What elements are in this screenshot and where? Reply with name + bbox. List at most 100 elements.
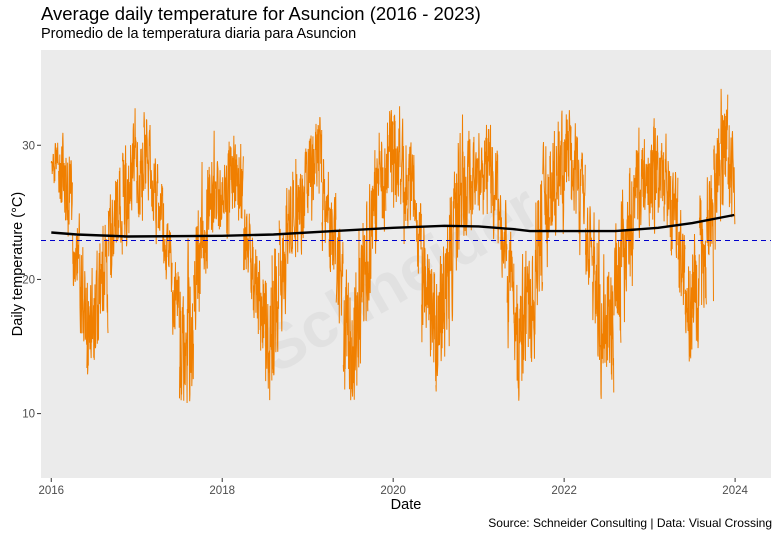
y-axis: 10 20 30 <box>22 140 41 421</box>
month-series-segment <box>164 223 173 293</box>
x-tick-label: 2016 <box>38 485 64 497</box>
x-axis: 2016 2018 2020 2022 2024 <box>38 478 748 497</box>
plot-panel <box>41 50 771 478</box>
month-series-segment <box>86 267 95 375</box>
month-series-segment <box>385 109 394 194</box>
month-series-segment <box>471 136 479 215</box>
month-series-segment <box>107 194 116 278</box>
month-series-segment <box>364 184 373 321</box>
month-series-segment <box>129 108 137 211</box>
month-series-segment <box>592 212 601 360</box>
month-series-segment <box>72 213 81 287</box>
month-series-segment <box>421 227 430 343</box>
month-series-segment <box>513 284 522 401</box>
month-series-segment <box>300 148 308 255</box>
month-series-segment <box>157 183 166 264</box>
month-series-segment <box>577 152 586 256</box>
month-series-segment <box>357 222 365 368</box>
month-series-segment <box>285 171 294 264</box>
month-series-segment <box>79 247 88 345</box>
month-series-segment <box>506 231 515 349</box>
month-series-segment <box>613 223 622 343</box>
month-series-segment <box>606 271 615 393</box>
month-series-segment <box>570 123 579 214</box>
month-series-segment <box>314 116 323 194</box>
month-series-segment <box>150 158 159 245</box>
month-series-segment <box>271 248 280 376</box>
month-series-segment <box>228 135 237 213</box>
month-series-segment <box>428 258 437 382</box>
month-series-segment <box>585 206 593 285</box>
month-series-segment <box>542 141 551 268</box>
month-series-segment <box>93 243 102 360</box>
month-series-segment <box>556 110 565 235</box>
month-series-segment <box>406 142 415 227</box>
month-series-segment <box>264 280 273 401</box>
month-series-segment <box>178 291 187 401</box>
month-series-segment <box>342 269 351 390</box>
month-series-segment <box>492 150 501 244</box>
month-series-segment <box>663 133 672 238</box>
month-series-segment <box>641 139 650 227</box>
month-series-segment <box>627 167 636 286</box>
month-series-segment <box>136 142 145 221</box>
month-series-segment <box>186 238 194 403</box>
month-series-segment <box>349 272 358 401</box>
month-series-segment <box>278 205 287 332</box>
month-series-segment <box>378 132 387 232</box>
month-series-segment <box>535 180 544 306</box>
month-series-segment <box>449 171 458 322</box>
month-series-segment <box>100 224 109 334</box>
month-series-segment <box>720 88 729 206</box>
month-series-segment <box>143 112 152 201</box>
month-series-segment <box>399 118 408 244</box>
month-series-segment <box>485 124 494 214</box>
month-series-segment <box>171 262 180 335</box>
month-series-segment <box>328 193 337 273</box>
x-tick-label: 2022 <box>551 485 577 497</box>
month-series-segment <box>684 266 693 362</box>
month-series-segment <box>634 127 643 239</box>
y-axis-title: Daily temperature (°C) <box>10 192 26 336</box>
month-series-segment <box>235 143 244 221</box>
month-series-segment <box>528 249 536 362</box>
month-series-segment <box>442 214 451 357</box>
y-tick-label: 10 <box>22 409 35 421</box>
x-axis-title: Date <box>391 497 422 513</box>
month-series-segment <box>292 158 301 258</box>
month-series-segment <box>656 135 665 213</box>
chart-subtitle: Promedio de la temperatura diaria para A… <box>41 26 357 42</box>
month-series-segment <box>335 228 344 324</box>
x-tick-label: 2020 <box>380 485 406 497</box>
month-series-segment <box>549 131 558 236</box>
month-series-segment <box>121 145 130 247</box>
month-series-segment <box>706 175 714 302</box>
month-series-segment <box>727 125 736 225</box>
month-series-segment <box>698 195 707 308</box>
month-series-segment <box>243 209 251 273</box>
y-tick-label: 20 <box>22 274 35 286</box>
month-series-segment <box>50 142 59 184</box>
x-tick-label: 2018 <box>209 485 235 497</box>
month-series-segment <box>200 161 209 274</box>
month-series-segment <box>691 234 700 349</box>
y-tick-label: 30 <box>22 140 35 152</box>
month-series-segment <box>221 141 230 239</box>
month-series-segment <box>57 132 66 213</box>
month-series-segment <box>250 237 259 319</box>
month-series-segment <box>392 106 401 208</box>
source-caption: Source: Schneider Consulting | Data: Vis… <box>488 516 772 530</box>
month-series-segment <box>563 110 572 191</box>
trend-line <box>51 213 735 238</box>
month-series-segment <box>677 209 686 306</box>
month-series-segment <box>499 195 508 278</box>
month-series-segment <box>649 118 657 234</box>
month-series-segment <box>414 199 422 274</box>
month-series-segment <box>620 189 629 323</box>
chart-title: Average daily temperature for Asuncion (… <box>41 3 481 24</box>
month-series-segment <box>520 250 529 381</box>
month-series-segment <box>463 130 472 236</box>
month-series-segment <box>65 156 73 237</box>
month-series-segment <box>435 256 444 392</box>
